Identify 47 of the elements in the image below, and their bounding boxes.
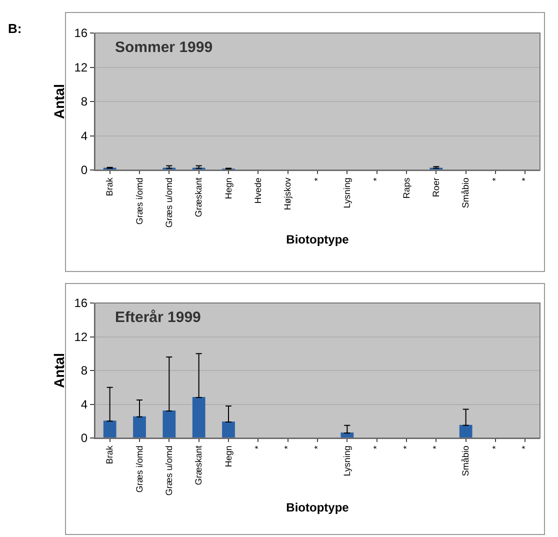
x-tick-label: Græs u/omd: [164, 178, 174, 228]
y-tick-label: 12: [74, 60, 88, 74]
x-tick-label: Hegn: [223, 178, 234, 200]
y-tick-label: 0: [80, 431, 88, 446]
x-tick-label: *: [372, 177, 382, 182]
y-tick-label: 8: [80, 94, 88, 109]
x-tick-label: Hvede: [253, 178, 264, 204]
y-tick-label: 4: [80, 397, 88, 412]
x-tick-label: *: [253, 445, 264, 450]
y-tick-label: 16: [74, 296, 88, 310]
x-tick-label: Lysning: [342, 446, 352, 476]
x-tick-label: *: [490, 177, 500, 182]
y-tick-label: 0: [80, 163, 88, 178]
x-tick-label: *: [520, 445, 530, 450]
y-axis-title: Antal: [50, 353, 67, 388]
chart-title: Efterår 1999: [115, 309, 201, 326]
x-tick-label: *: [282, 445, 293, 450]
x-tick-label: *: [401, 445, 412, 450]
y-tick-label: 16: [74, 26, 88, 40]
x-tick-label: *: [520, 177, 530, 182]
y-axis-title: Antal: [50, 84, 67, 119]
x-tick-label: *: [372, 445, 382, 450]
x-tick-label: Brak: [104, 177, 115, 196]
x-tick-label: Græskant: [194, 177, 204, 218]
x-tick-label: Brak: [104, 445, 115, 464]
x-tick-label: Hegn: [223, 446, 234, 468]
x-axis-title: Biotoptype: [286, 500, 350, 515]
x-tick-label: Roer: [431, 178, 442, 198]
text: B:: [8, 21, 22, 36]
x-axis-title: Biotoptype: [286, 232, 350, 247]
y-tick-label: 8: [80, 364, 88, 378]
x-tick-label: *: [490, 445, 500, 450]
y-tick-label: 4: [80, 128, 88, 143]
x-tick-label: Græs u/omd: [164, 446, 174, 496]
x-tick-label: Småbio: [460, 446, 471, 476]
x-tick-label: Græs i/omd: [134, 178, 144, 225]
y-tick-label: 12: [74, 330, 88, 344]
x-tick-label: Græs i/omd: [134, 446, 144, 493]
x-tick-label: Raps: [401, 177, 412, 199]
x-tick-label: *: [312, 445, 322, 450]
x-tick-label: *: [431, 445, 442, 450]
chart-title: Sommer 1999: [115, 39, 213, 56]
x-tick-label: Græskant: [194, 445, 204, 486]
x-tick-label: Lysning: [342, 178, 352, 208]
x-tick-label: *: [312, 177, 322, 182]
x-tick-label: Småbio: [460, 178, 471, 208]
x-tick-label: Højskov: [282, 177, 293, 210]
